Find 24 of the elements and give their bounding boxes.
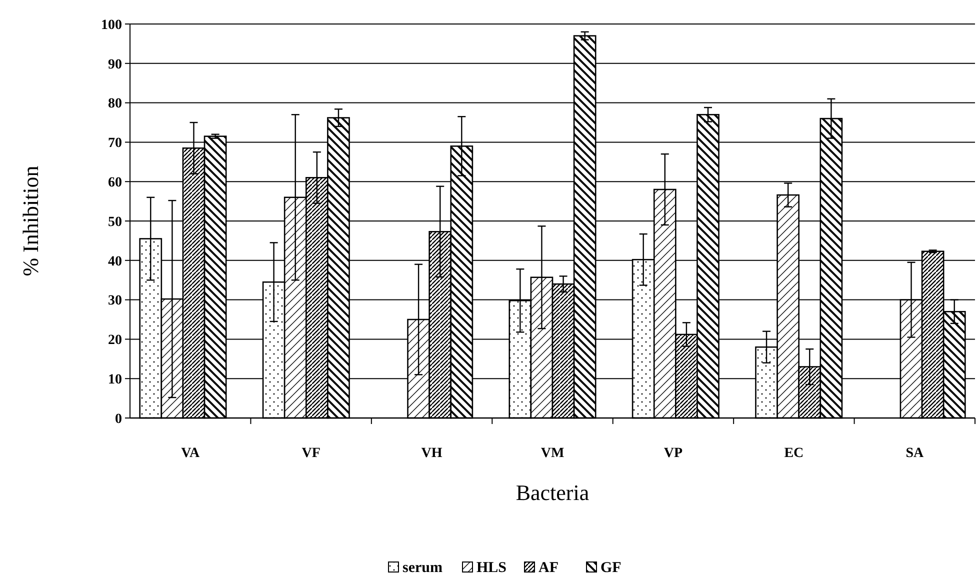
y-tick-label: 40	[108, 254, 122, 270]
x-tick-label: VM	[540, 446, 564, 461]
y-tick-label: 50	[108, 214, 122, 230]
legend-label: serum	[402, 560, 443, 576]
y-tick-label: 100	[101, 18, 122, 33]
legend-label: AF	[538, 560, 558, 576]
y-tick-label: 90	[108, 57, 122, 72]
y-tick-label: 70	[108, 136, 122, 152]
y-axis-title: % Inhibition	[18, 166, 43, 276]
x-tick-label: VF	[302, 446, 320, 461]
legend-label: HLS	[476, 560, 507, 576]
y-tick-label: 80	[108, 96, 122, 112]
x-tick-label: SA	[906, 446, 924, 461]
y-tick-label: 30	[108, 294, 122, 309]
x-tick-label: VA	[181, 446, 200, 461]
x-axis-title: Bacteria	[516, 480, 590, 505]
legend-label: GF	[600, 560, 622, 576]
y-tick-label: 20	[108, 333, 122, 348]
x-tick-label: EC	[784, 446, 804, 461]
x-tick-label: VH	[421, 446, 442, 461]
y-tick-label: 60	[108, 176, 122, 190]
x-tick-label: VP	[664, 446, 683, 461]
y-tick-label: 0	[115, 412, 122, 427]
y-tick-label: 10	[108, 372, 122, 388]
